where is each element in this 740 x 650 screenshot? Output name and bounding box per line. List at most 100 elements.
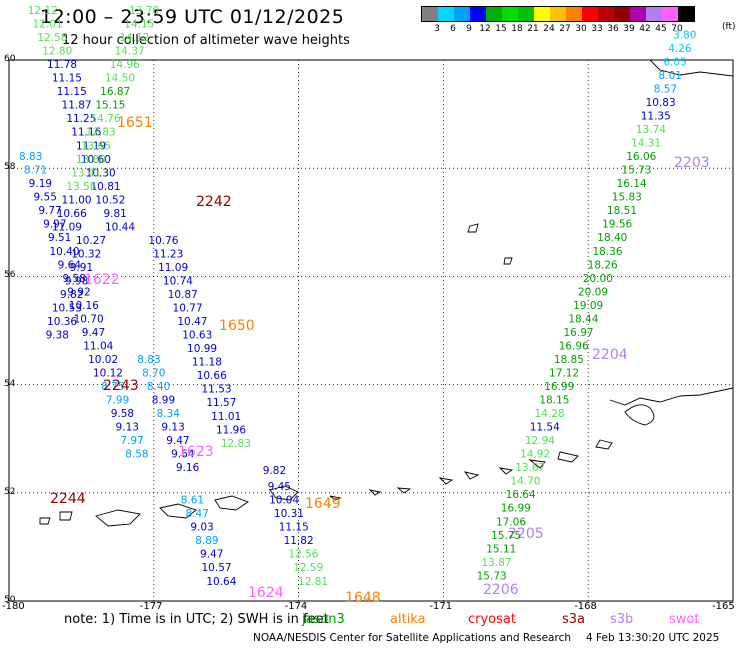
wave-height-value: 11.96 bbox=[216, 424, 246, 436]
legend-ticks: 3 6 9 12 15 18 21 24 27 30 33 36 39 42 45 70 bbox=[421, 22, 695, 36]
wave-height-value: 10.83 bbox=[646, 97, 676, 109]
wave-height-value: 6.05 bbox=[663, 56, 686, 68]
wave-height-value: 9.97 bbox=[43, 219, 66, 231]
wave-height-value: 12.80 bbox=[42, 46, 72, 58]
wave-height-value: 16.96 bbox=[559, 340, 589, 352]
wave-height-value: 9.82 bbox=[60, 289, 83, 301]
map-frame bbox=[8, 59, 734, 602]
wave-height-value: 14.15 bbox=[124, 19, 154, 31]
wave-height-value: 10.63 bbox=[182, 330, 212, 342]
wave-height-value: 12.83 bbox=[86, 127, 116, 139]
page-title: 12:00 – 23:59 UTC 01/12/2025 bbox=[40, 6, 345, 28]
wave-height-value: 10.74 bbox=[163, 276, 193, 288]
satellite-name: swot bbox=[669, 612, 700, 627]
wave-height-value: 8.57 bbox=[654, 83, 677, 95]
wave-height-value: 12.01 bbox=[33, 19, 63, 31]
wave-height-value: 8.47 bbox=[186, 508, 209, 520]
wave-height-value: 13.67 bbox=[515, 462, 545, 474]
wave-height-value: 11.16 bbox=[71, 127, 101, 139]
wave-height-value: 10.47 bbox=[177, 316, 207, 328]
wave-height-value: 16.99 bbox=[544, 381, 574, 393]
legend-swatch bbox=[566, 7, 582, 21]
wave-height-value: 18.51 bbox=[607, 205, 637, 217]
latitude-label: 58 bbox=[4, 162, 16, 173]
legend-swatch bbox=[582, 7, 598, 21]
longitude-label: -165 bbox=[712, 601, 735, 612]
wave-height-value: 8.75 bbox=[101, 381, 124, 393]
legend-tick: 15 bbox=[495, 24, 507, 34]
coastline bbox=[438, 477, 454, 485]
coastline bbox=[39, 517, 51, 525]
wave-height-value: 9.13 bbox=[161, 422, 184, 434]
wave-height-value: 8.34 bbox=[157, 408, 181, 420]
wave-height-value: 10.99 bbox=[187, 343, 217, 355]
wave-height-value: 11.09 bbox=[52, 221, 82, 233]
wave-height-value: 8.99 bbox=[152, 395, 175, 407]
wave-height-value: 18.26 bbox=[588, 259, 618, 271]
satellite-name: s3a bbox=[562, 612, 586, 627]
wave-height-value: 15.73 bbox=[621, 165, 651, 177]
wave-height-value: 16.64 bbox=[506, 489, 536, 501]
wave-height-value: 13.74 bbox=[636, 124, 666, 136]
legend-tick: 45 bbox=[655, 24, 667, 34]
wave-height-value: 12.12 bbox=[28, 5, 58, 17]
wave-height-value: 10.40 bbox=[49, 246, 79, 258]
wave-height-value: 9.91 bbox=[70, 262, 93, 274]
coastline bbox=[463, 471, 480, 480]
wave-height-value: 14.12 bbox=[119, 32, 149, 44]
wave-height-value: 10.76 bbox=[148, 235, 178, 247]
coastline bbox=[624, 404, 655, 426]
wave-height-value: 9.92 bbox=[67, 286, 90, 298]
wave-height-value: 19.09 bbox=[573, 300, 603, 312]
latitude-label: 50 bbox=[4, 595, 16, 605]
wave-height-value: 9.47 bbox=[82, 327, 105, 339]
wave-height-value: 13.70 bbox=[129, 5, 159, 17]
wave-height-value: 8.89 bbox=[195, 535, 218, 547]
footer-note: note: 1) Time is in UTC; 2) SWH is in fe… bbox=[64, 612, 329, 627]
wave-height-value: 14.70 bbox=[510, 476, 540, 488]
wave-height-value: 14.37 bbox=[115, 46, 145, 58]
wave-height-value: 14.31 bbox=[631, 138, 661, 150]
wave-height-value: 10.53 bbox=[52, 303, 82, 315]
wave-height-value: 14.92 bbox=[520, 449, 550, 461]
coastline bbox=[269, 485, 299, 501]
satellite-name: jason3 bbox=[302, 612, 345, 627]
wave-height-value: 15.75 bbox=[491, 530, 521, 542]
wave-height-value: 13.65 bbox=[81, 140, 111, 152]
wave-height-value: 12.81 bbox=[298, 576, 328, 588]
wave-height-value: 8.58 bbox=[125, 449, 148, 461]
legend-tick: 70 bbox=[671, 24, 683, 34]
wave-height-value: 12.58 bbox=[37, 32, 67, 44]
wave-height-value: 12.83 bbox=[221, 438, 251, 450]
coastline bbox=[498, 467, 514, 475]
legend-swatch bbox=[598, 7, 614, 21]
wave-height-value: 16.97 bbox=[564, 327, 594, 339]
wave-height-value: 14.28 bbox=[535, 408, 565, 420]
coastline bbox=[595, 439, 613, 450]
wave-height-value: 11.25 bbox=[66, 113, 96, 125]
legend-tick: 36 bbox=[607, 24, 619, 34]
wave-height-value: 11.57 bbox=[206, 397, 236, 409]
legend-tick: 39 bbox=[623, 24, 635, 34]
wave-height-value: 10.30 bbox=[86, 167, 116, 179]
wave-height-value: 10.44 bbox=[105, 221, 135, 233]
wave-height-value: 13.41 bbox=[71, 167, 101, 179]
wave-height-value: 15.11 bbox=[486, 543, 516, 555]
wave-height-value: 16.06 bbox=[626, 151, 656, 163]
wave-height-value: 9.03 bbox=[190, 522, 213, 534]
wave-height-value: 10.87 bbox=[168, 289, 198, 301]
coastline bbox=[59, 511, 73, 521]
coastline bbox=[609, 387, 734, 406]
latitude-label: 56 bbox=[4, 270, 16, 281]
wave-height-value: 15.15 bbox=[95, 100, 125, 112]
legend-swatch bbox=[518, 7, 534, 21]
wave-height-value: 11.54 bbox=[530, 422, 560, 434]
coastline bbox=[95, 509, 141, 527]
wave-height-value: 11.04 bbox=[83, 340, 113, 352]
wave-height-value: 11.78 bbox=[47, 59, 77, 71]
coastline bbox=[396, 487, 412, 494]
wave-height-value: 13.80 bbox=[76, 154, 106, 166]
pass-time-label: 1649 bbox=[305, 496, 341, 512]
legend-swatch bbox=[678, 7, 694, 21]
